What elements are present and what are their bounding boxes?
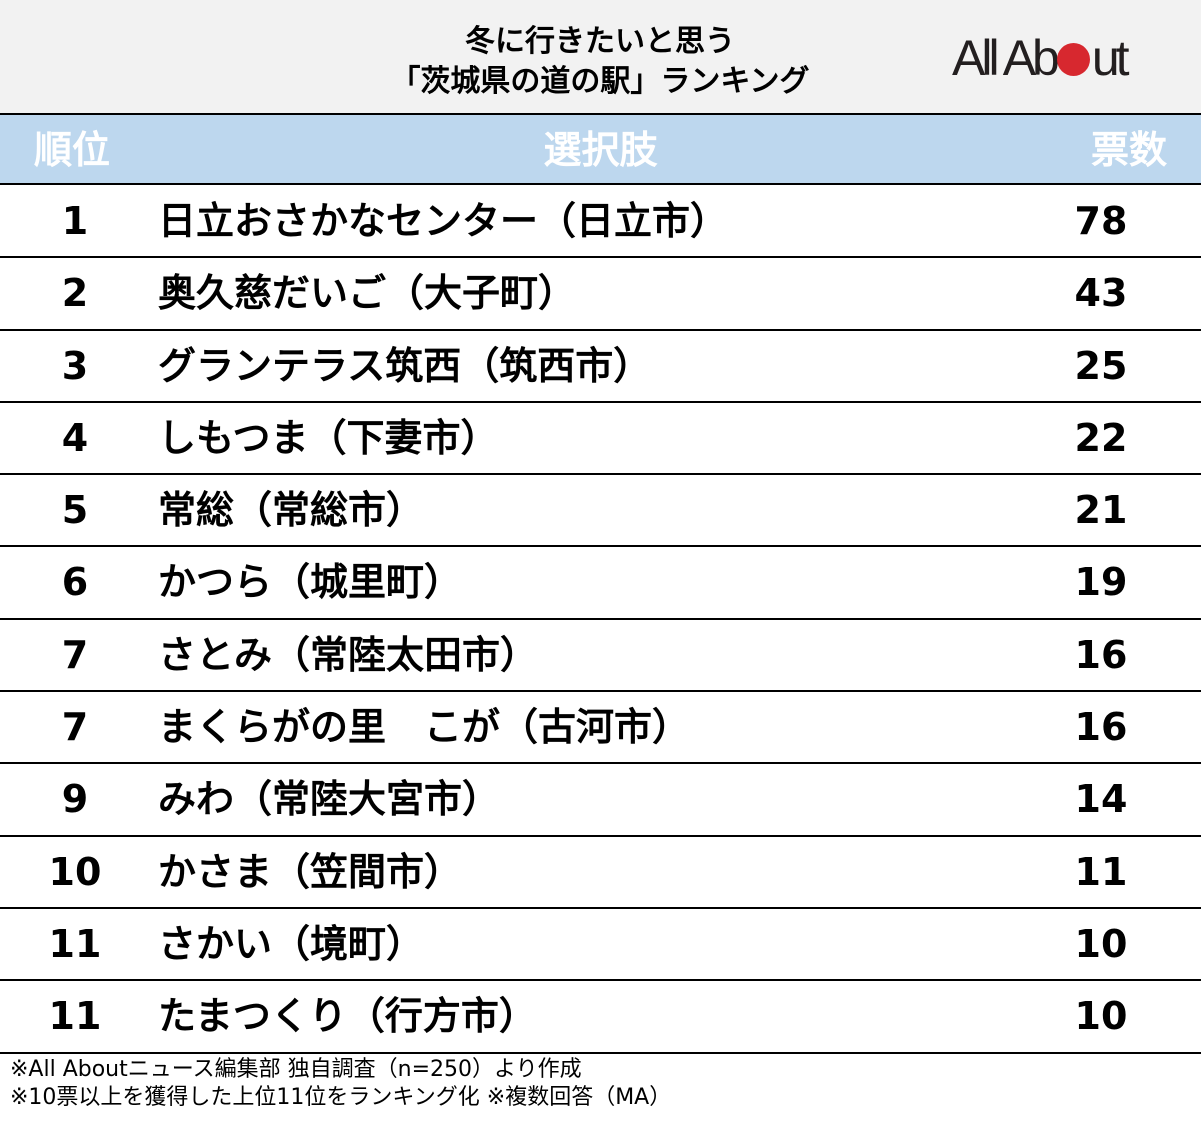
header-choice: 選択肢 [543, 128, 658, 172]
rank-cell: 2 [61, 271, 89, 316]
votes-cell: 78 [1074, 199, 1128, 243]
votes-cell: 10 [1074, 994, 1128, 1039]
choice-cell: 常総（常総市） [158, 488, 425, 533]
table-header: 順位 選択肢 票数 [0, 113, 1201, 185]
header-votes: 票数 [1090, 128, 1167, 172]
table-row: 5 常総（常総市） 21 [0, 475, 1201, 548]
rank-cell: 4 [61, 415, 89, 460]
table-row: 3 グランテラス筑西（筑西市） 25 [0, 331, 1201, 403]
votes-cell: 25 [1074, 343, 1128, 388]
rank-cell: 9 [61, 777, 89, 822]
choice-cell: たまつくり（行方市） [158, 994, 537, 1039]
table-row: 4 しもつま（下妻市） 22 [0, 403, 1201, 476]
logo-text-post: ut [1091, 30, 1130, 86]
choice-cell: かつら（城里町） [158, 560, 463, 605]
rank-cell: 10 [48, 849, 102, 894]
rank-cell: 11 [48, 994, 102, 1039]
votes-cell: 11 [1074, 849, 1128, 894]
choice-cell: さとみ（常陸太田市） [158, 632, 539, 677]
choice-cell: かさま（笠間市） [158, 849, 463, 894]
votes-cell: 16 [1074, 705, 1128, 750]
votes-cell: 16 [1074, 632, 1128, 677]
votes-cell: 14 [1074, 777, 1128, 822]
choice-cell: グランテラス筑西（筑西市） [158, 343, 652, 388]
rank-cell: 11 [48, 921, 102, 966]
table-row: 9 みわ（常陸大宮市） 14 [0, 764, 1201, 837]
rank-cell: 6 [61, 560, 89, 605]
votes-cell: 21 [1074, 488, 1128, 533]
title-line-1: 冬に行きたいと思う [465, 24, 735, 59]
choice-cell: 奥久慈だいご（大子町） [158, 271, 577, 316]
rank-cell: 3 [61, 343, 89, 388]
header-rank: 順位 [34, 128, 111, 172]
choice-cell: 日立おさかなセンター（日立市） [158, 199, 729, 243]
footnote-method: ※10票以上を獲得した上位11位をランキング化 ※複数回答（MA） [10, 1085, 672, 1110]
rank-cell: 7 [61, 632, 89, 677]
table-row: 7 まくらがの里 こが（古河市） 16 [0, 692, 1201, 765]
table-row: 1 日立おさかなセンター（日立市） 78 [0, 186, 1201, 259]
table-body: 1 日立おさかなセンター（日立市） 78 2 奥久慈だいご（大子町） 43 3 グランテラ… [0, 186, 1201, 1054]
allabout-logo: All Ab ut [952, 30, 1130, 86]
choice-cell: しもつま（下妻市） [158, 415, 499, 460]
votes-cell: 19 [1074, 560, 1128, 605]
logo-red-dot-icon [1056, 43, 1090, 76]
choice-cell: みわ（常陸大宮市） [158, 777, 501, 822]
votes-cell: 43 [1074, 271, 1128, 316]
rank-cell: 5 [61, 488, 89, 533]
footnote-source: ※All Aboutニュース編集部 独自調査（n=250）より作成 [10, 1057, 582, 1082]
choice-cell: さかい（境町） [158, 921, 425, 966]
table-row: 7 さとみ（常陸太田市） 16 [0, 620, 1201, 693]
footnotes: ※All Aboutニュース編集部 独自調査（n=250）より作成 ※10票以上… [10, 1056, 671, 1112]
title-line-2: 「茨城県の道の駅」ランキング [390, 64, 810, 99]
table-row: 10 かさま（笠間市） 11 [0, 837, 1201, 909]
table-row: 2 奥久慈だいご（大子町） 43 [0, 258, 1201, 331]
title-area: 冬に行きたいと思う 「茨城県の道の駅」ランキング All Ab ut [0, 0, 1201, 113]
votes-cell: 10 [1074, 921, 1128, 966]
rank-cell: 1 [61, 199, 89, 243]
table-row: 11 さかい（境町） 10 [0, 909, 1201, 982]
rank-cell: 7 [61, 705, 89, 750]
table-row: 11 たまつくり（行方市） 10 [0, 981, 1201, 1054]
votes-cell: 22 [1074, 415, 1128, 460]
logo-text-pre: All Ab [952, 30, 1060, 86]
choice-cell: まくらがの里 こが（古河市） [158, 705, 691, 750]
chart-title: 冬に行きたいと思う 「茨城県の道の駅」ランキング [300, 22, 900, 102]
table-row: 6 かつら（城里町） 19 [0, 547, 1201, 620]
